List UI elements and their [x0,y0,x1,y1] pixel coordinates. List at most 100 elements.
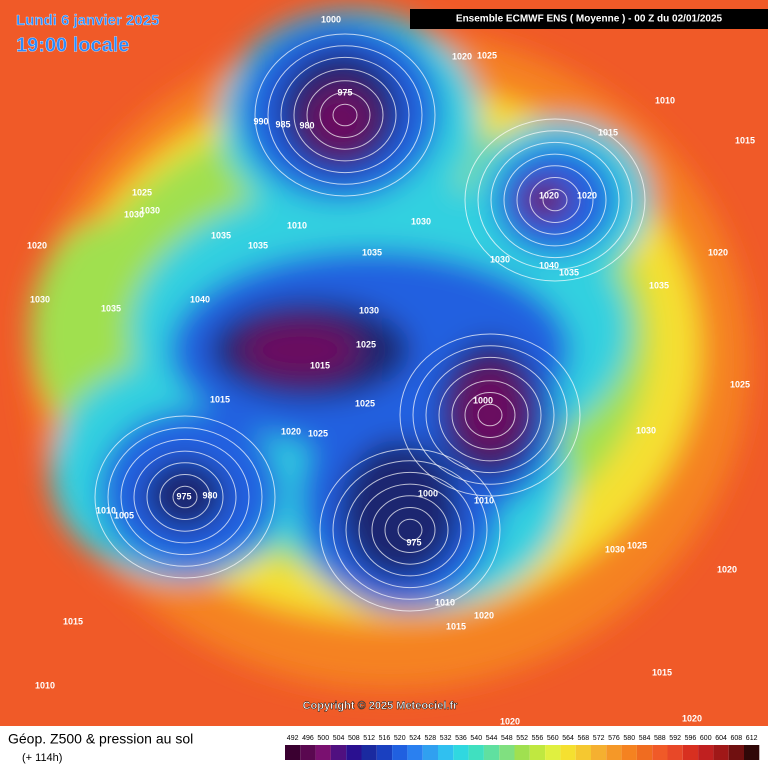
isobar-label: 1010 [435,597,455,607]
scale-swatch [300,745,316,760]
isobar-label: 1025 [730,379,750,389]
scale-label: 512 [363,735,375,742]
isobar [133,450,237,544]
isobar-label: 1020 [708,247,728,257]
scale-swatch [407,745,423,760]
isobar-label: 1040 [190,294,210,304]
isobar [464,392,516,438]
isobar-label: 1030 [30,294,50,304]
isobar-label: 1020 [27,240,47,250]
field-contour [455,365,525,455]
scale-label: 492 [287,735,299,742]
isobar-label: 1000 [473,395,493,405]
scale-swatch [652,745,668,760]
isobar-label: 1010 [655,95,675,105]
scale-label: 588 [654,735,666,742]
isobar-label: 1035 [362,247,382,257]
copyright: Copyright © 2025 Meteociel.fr [303,700,459,712]
scale-swatch [346,745,362,760]
scale-label: 612 [746,735,758,742]
isobar [358,483,462,577]
isobar-label: 1030 [636,425,656,435]
isobar-label: 1010 [287,220,307,230]
isobar [438,368,542,462]
scale-swatch [285,745,301,760]
field-contour [145,460,225,530]
isobar [451,380,529,450]
isobar-label: 1030 [411,216,431,226]
isobar-label: 1020 [539,190,559,200]
isobar-label: 1035 [211,230,231,240]
isobar [371,495,449,565]
scale-label: 540 [470,735,482,742]
scale-label: 504 [333,735,345,742]
scale-swatch [591,745,607,760]
isobar-label: 1010 [474,495,494,505]
scale-swatch [330,745,347,760]
isobar-label: 1035 [559,267,579,277]
isobar [384,507,436,553]
scale-label: 576 [608,735,620,742]
isobar [172,485,198,509]
scale-label: 524 [409,735,421,742]
scale-label: 560 [547,735,559,742]
isobar [306,80,384,150]
scale-swatch [744,745,760,760]
color-scale: 492 496 500 504 508 512 516 520 524 528 532 536 540 5… [285,735,760,760]
scale-swatch [453,745,469,760]
field-contour [240,320,360,380]
scale-swatch [422,745,438,760]
isobar [490,141,620,259]
model-info: Ensemble ECMWF ENS ( Moyenne ) - 00 Z du… [456,14,723,25]
isobar [267,45,423,185]
isobar-label: 980 [202,490,217,500]
scale-label: 508 [348,735,360,742]
scale-swatch [636,745,653,760]
isobar [107,427,263,567]
scale-label: 552 [516,735,528,742]
isobar [503,153,607,247]
scale-swatch [545,745,561,760]
isobar-label: 1035 [649,280,669,290]
scale-label: 572 [593,735,605,742]
scale-label: 516 [379,735,391,742]
scale-label: 580 [623,735,635,742]
isobar [280,56,410,174]
isobar [516,165,594,235]
geopotential-field [30,10,750,690]
scale-swatch [392,745,408,760]
isobar-label: 1015 [598,127,618,137]
scale-swatch [698,745,714,760]
scale-swatch [499,745,515,760]
isobar [332,460,488,600]
scale-label: 564 [562,735,574,742]
isobar-label: 975 [406,537,421,547]
isobars [94,33,646,612]
isobar [529,177,581,223]
scale-swatch [468,745,484,760]
header-box [410,9,768,29]
isobar [120,438,250,556]
footer-title: Géop. Z500 & pression au sol [8,731,193,747]
isobar-label: 1015 [310,360,330,370]
isobar-label: 1030 [359,305,379,315]
scale-swatch [315,745,331,760]
isobar [477,403,503,427]
isobar [464,118,646,282]
scale-swatch [376,745,393,760]
isobar-labels: 975 990 985 980 1000 1020 1025 1010 1015 1015 1020… [27,14,755,726]
scale-swatch [575,745,591,760]
lead-time: (+ 114h) [22,752,62,764]
isobar [319,92,371,138]
forecast-date: Lundi 6 janvier 2025 [16,12,159,29]
isobar [254,33,436,197]
isobar-label: 1020 [500,716,520,726]
isobar-label: 1015 [735,135,755,145]
field-contour [305,85,375,155]
scale-swatch [483,745,500,760]
isobar-label: 975 [176,491,191,501]
isobar-label: 1020 [452,51,472,61]
isobar-label: 1025 [132,187,152,197]
isobar-label: 1030 [140,205,160,215]
